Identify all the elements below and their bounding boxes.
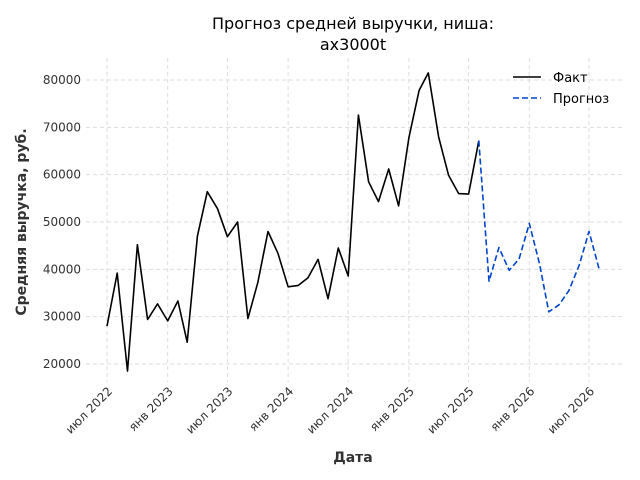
x-axis-label: Дата [333,450,372,466]
x-tick-label: янв 2026 [488,384,538,434]
x-tick-label: июл 2024 [304,384,356,436]
legend: Факт Прогноз [513,71,609,107]
series-line-forecast [478,140,600,313]
legend-label-forecast: Прогноз [553,92,609,107]
x-tick-label: июл 2022 [63,384,115,436]
x-tick-label: янв 2024 [246,384,296,434]
y-tick-label: 40000 [43,262,81,276]
y-axis-ticks: 20000 30000 40000 50000 60000 70000 80000 [43,73,81,371]
grid [86,58,624,382]
y-axis-label: Средняя выручка, руб. [14,128,30,315]
series-layer [106,72,600,372]
series-line-fact [106,72,480,372]
chart-title-line-1: Прогноз средней выручки, ниша: [212,14,494,33]
y-tick-label: 20000 [43,357,81,371]
x-axis-ticks: июл 2022 янв 2023 июл 2023 янв 2024 июл 2024… [63,384,597,436]
x-tick-label: янв 2023 [126,384,176,434]
chart-title-line-2: ax3000t [320,35,386,54]
y-tick-label: 50000 [43,215,81,229]
x-tick-label: июл 2025 [424,384,476,436]
y-tick-label: 60000 [43,168,81,182]
y-tick-label: 70000 [43,120,81,134]
x-tick-label: июл 2026 [545,384,597,436]
legend-label-fact: Факт [553,71,588,86]
x-tick-label: янв 2025 [367,384,417,434]
y-tick-label: 80000 [43,73,81,87]
y-tick-label: 30000 [43,310,81,324]
x-tick-label: июл 2023 [183,384,235,436]
